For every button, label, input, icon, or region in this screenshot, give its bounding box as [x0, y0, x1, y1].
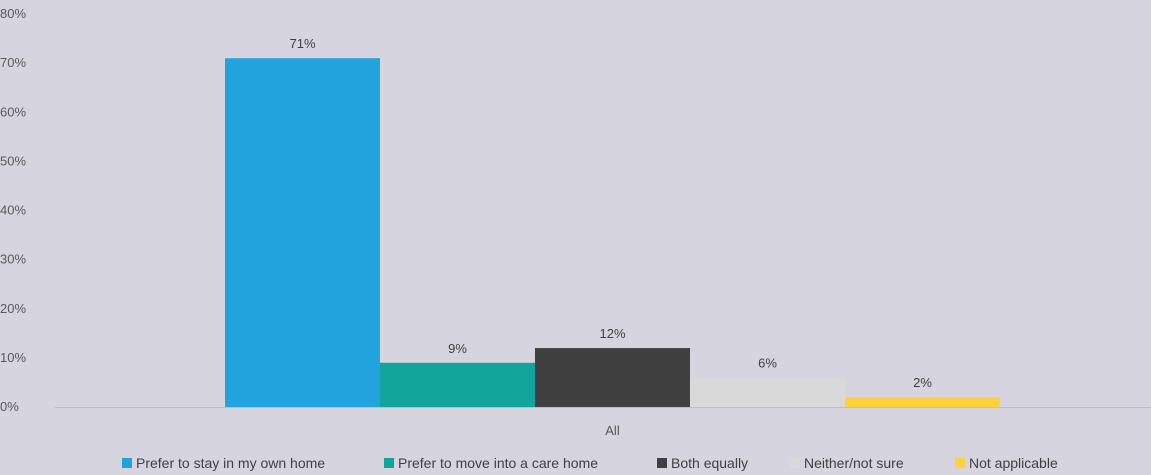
y-tick-label: 30%	[0, 252, 26, 267]
data-label: 6%	[758, 356, 777, 371]
y-axis: 0% 10% 20% 30% 40% 50% 60% 70% 80%	[0, 6, 26, 414]
y-tick-label: 40%	[0, 203, 26, 218]
y-tick-label: 50%	[0, 153, 26, 168]
bar-prefer-to-move-into-a-care-home	[380, 362, 535, 407]
legend-swatch	[790, 458, 800, 468]
data-label: 9%	[448, 341, 467, 356]
y-tick-label: 20%	[0, 301, 26, 316]
data-label: 2%	[913, 375, 932, 390]
legend-label: Neither/not sure	[804, 455, 904, 471]
data-labels: 71% 9% 12% 6% 2%	[289, 36, 932, 390]
y-tick-label: 80%	[0, 6, 26, 21]
data-label: 12%	[599, 326, 625, 341]
legend-item: Not applicable	[955, 455, 1058, 471]
bar-prefer-to-stay-in-my-own-home	[225, 58, 380, 408]
bars	[225, 58, 1000, 408]
y-tick-label: 60%	[0, 104, 26, 119]
legend-item: Neither/not sure	[790, 455, 904, 471]
legend-label: Not applicable	[969, 455, 1058, 471]
legend: Prefer to stay in my own home Prefer to m…	[122, 455, 1058, 471]
legend-swatch	[384, 458, 394, 468]
bar-neither-not-sure	[690, 377, 845, 407]
bar-both-equally	[535, 348, 690, 407]
y-tick-label: 10%	[0, 350, 26, 365]
y-tick-label: 70%	[0, 55, 26, 70]
y-tick-label: 0%	[0, 399, 19, 414]
legend-label: Prefer to move into a care home	[398, 455, 598, 471]
x-tick-label: All	[605, 423, 620, 438]
legend-swatch	[122, 458, 132, 468]
legend-item: Prefer to move into a care home	[384, 455, 598, 471]
legend-item: Both equally	[657, 455, 748, 471]
legend-label: Both equally	[671, 455, 748, 471]
legend-item: Prefer to stay in my own home	[122, 455, 325, 471]
legend-label: Prefer to stay in my own home	[136, 455, 325, 471]
legend-swatch	[955, 458, 965, 468]
legend-swatch	[657, 458, 667, 468]
bar-not-applicable	[845, 397, 1000, 407]
data-label: 71%	[289, 36, 315, 51]
